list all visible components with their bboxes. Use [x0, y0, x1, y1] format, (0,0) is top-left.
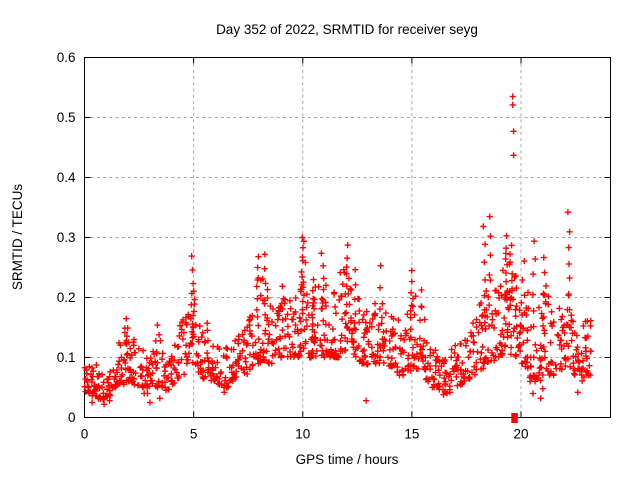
x-tick-label: 20	[513, 427, 528, 442]
grid-lines	[84, 57, 611, 418]
chart-title: Day 352 of 2022, SRMTID for receiver sey…	[216, 22, 478, 37]
y-axis-label: SRMTID / TECUs	[10, 184, 25, 291]
y-tick-label: 0.3	[57, 230, 76, 245]
scatter-points	[81, 209, 594, 408]
x-tick-label: 15	[404, 427, 419, 442]
y-tick-label: 0.1	[57, 350, 76, 365]
x-axis-label: GPS time / hours	[296, 452, 399, 467]
plot-border	[84, 57, 611, 418]
y-tick-label: 0.2	[57, 290, 76, 305]
x-tick-label: 5	[190, 427, 198, 442]
x-tick-label: 0	[81, 427, 89, 442]
y-tick-label: 0.5	[57, 110, 76, 125]
outlier-points	[509, 93, 517, 159]
y-tick-label: 0.6	[57, 50, 76, 65]
x-tick-label: 10	[295, 427, 310, 442]
zero-value-square-marker	[511, 413, 518, 423]
y-tick-label: 0.4	[57, 170, 76, 185]
tick-labels: 0 0.1 0.2 0.3 0.4 0.5 0.6 0 5 10 15 20	[57, 50, 529, 442]
y-tick-label: 0	[68, 410, 76, 425]
